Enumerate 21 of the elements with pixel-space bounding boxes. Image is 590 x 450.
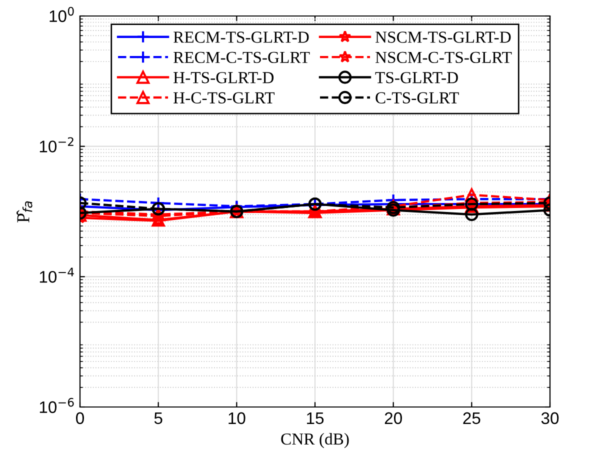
- legend-label: H-C-TS-GLRT: [174, 92, 275, 104]
- legend-label: NSCM-TS-GLRT-D: [375, 32, 511, 43]
- y-tick-label: 10$^{0}$: [50, 6, 74, 22]
- x-tick-label: 30: [541, 412, 559, 424]
- y-tick-label: 10$^{−6}$: [40, 398, 74, 414]
- x-tick-label: 25: [463, 412, 480, 424]
- legend-label: TS-GLRT-D: [375, 72, 458, 84]
- y-tick-label: 10$^{−2}$: [40, 137, 74, 152]
- legend-label: H-TS-GLRT-D: [174, 72, 274, 84]
- legend-label: RECM-C-TS-GLRT: [174, 52, 310, 64]
- y-tick-label: 10$^{−4}$: [40, 268, 74, 283]
- x-tick-label: 15: [307, 412, 324, 424]
- legend-label: RECM-TS-GLRT-D: [174, 32, 309, 43]
- x-tick-label: 5: [154, 412, 162, 424]
- y-axis-title: P̂$_{fa}$: [16, 201, 32, 222]
- x-tick-label: 0: [76, 412, 84, 424]
- legend-label: C-TS-GLRT: [376, 92, 459, 104]
- legend-label: NSCM-C-TS-GLRT: [375, 52, 512, 64]
- x-axis-title: CNR (dB): [281, 432, 349, 448]
- x-tick-label: 10: [228, 412, 246, 424]
- x-tick-label: 20: [384, 412, 402, 424]
